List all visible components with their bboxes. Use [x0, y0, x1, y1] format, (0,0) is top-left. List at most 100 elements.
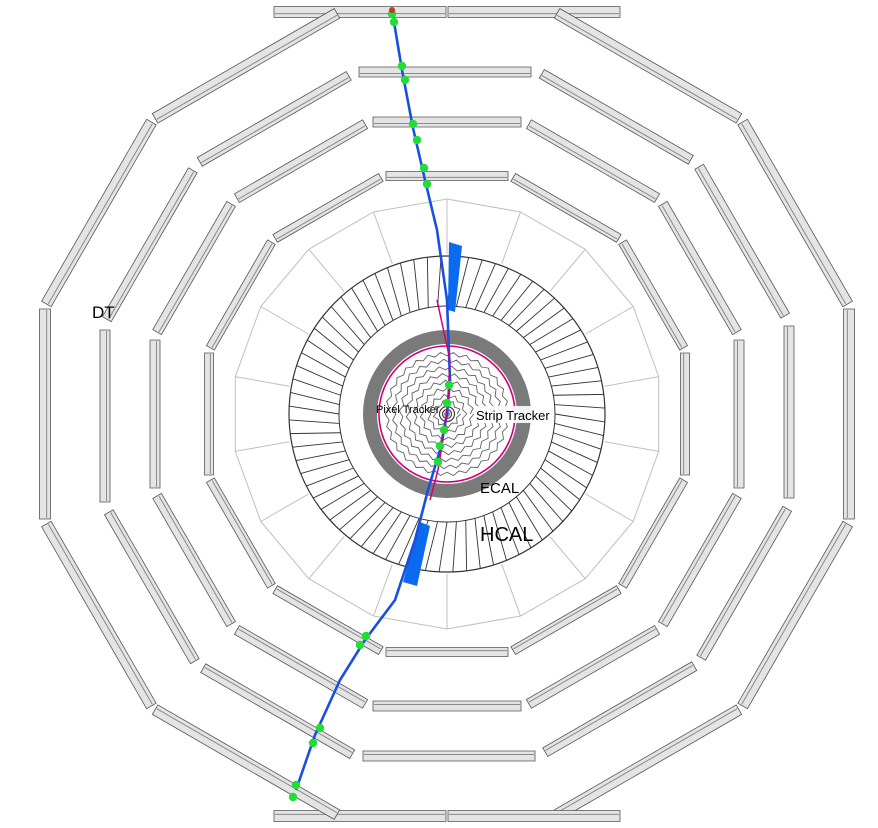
hcal-sector-divider [501, 564, 522, 617]
dt-chamber-mb3-4-1 [783, 325, 795, 499]
track-hit-icon [442, 398, 452, 408]
dt-chamber-mb4-6-1-inner [556, 708, 738, 814]
hcal-tower [438, 521, 448, 572]
hcal-tower [535, 475, 573, 512]
muon-wedge-6 [510, 585, 743, 820]
dt-chamber-mb4-10-1 [39, 308, 51, 520]
dt-chamber-mb1-4-1 [680, 352, 690, 476]
strip-tracker-layer-4 [405, 372, 489, 456]
hcal-sector-divider [604, 376, 659, 387]
dt-chamber-mb2-9-1-inner [158, 495, 233, 623]
dt-chamber-mb2-6-1-inner [528, 628, 656, 703]
muon-wedge-5 [618, 477, 853, 710]
hcal-sector-divider [235, 376, 290, 387]
track-hit-icon [291, 780, 301, 790]
hcal-sector-divider [260, 493, 309, 522]
muon-wedge-12 [151, 8, 384, 243]
dt-chamber-mb2-10-1 [149, 339, 161, 489]
dt-chamber-mb3-2-1-inner [541, 75, 690, 162]
dt-chamber-mb1-9-1-inner [211, 480, 273, 585]
dt-chamber-mb1-2-1-inner [513, 178, 618, 240]
muon-wedge-4 [680, 308, 855, 520]
dt-chamber-mb4-7-2 [273, 810, 447, 822]
hcal-sector-divider [549, 536, 586, 580]
dt-chamber-mb4-4-1 [843, 308, 855, 520]
hcal-tower [474, 263, 496, 310]
track-end-marker [389, 7, 395, 13]
hcal-tower [296, 365, 343, 387]
muon-wedge-10 [39, 308, 214, 520]
dt-chamber-mb3-11-1-inner [108, 171, 195, 320]
track-hit-icon [400, 75, 410, 85]
hcal-tower [544, 459, 587, 489]
muon-wedge-8 [151, 585, 384, 820]
hcal-tower [452, 521, 457, 572]
hcal-sector-divider [308, 248, 345, 292]
hcal-tower [548, 367, 599, 378]
dt-chamber-mb3-10-1 [99, 329, 111, 503]
hcal-sector-divider [585, 306, 634, 335]
dt-chamber-mb2-5-1-inner [661, 495, 736, 623]
strip-tracker-layer-5 [412, 379, 482, 449]
hcal-tower [492, 274, 522, 317]
track-hit-icon [288, 792, 298, 802]
hcal-tower [289, 405, 340, 415]
hcal-sector-divider [260, 306, 309, 335]
strip-tracker-layer-3 [398, 365, 496, 463]
energy-tower-icon [403, 522, 430, 586]
label-pixel-tracker: Pixel Tracker [376, 404, 440, 416]
label-strip-tracker-bg [474, 406, 552, 423]
hcal-sector-divider [372, 564, 393, 617]
hcal-tower [492, 511, 507, 561]
hcal-tower [548, 450, 593, 476]
hcal-tower [554, 413, 605, 423]
hcal-sector-divider [585, 493, 634, 522]
label-ecal: ECAL [480, 480, 519, 497]
strip-tracker-layer-1 [384, 351, 510, 477]
hcal-tower [360, 507, 394, 547]
dt-chamber-mb2-4-1 [733, 339, 745, 489]
hcal-tower [300, 459, 350, 474]
hcal-tower [385, 515, 411, 560]
hcal-tower [340, 296, 371, 338]
label-hcal: HCAL [480, 524, 533, 546]
dt-chamber-mb3-5-1-inner [699, 508, 786, 657]
hcal-tower [516, 496, 543, 541]
hcal-outer-ring [288, 255, 606, 573]
track-hit-icon [355, 640, 365, 650]
track-hit-icon [439, 425, 449, 435]
hcal-sector-divider [235, 441, 290, 452]
dt-chamber-mb1-1-1 [385, 171, 509, 181]
dt-chamber-mb4-2-1-inner [556, 14, 738, 120]
hcal-tower [339, 496, 378, 531]
hcal-tower [540, 467, 580, 501]
hcal-sector-divider [372, 211, 393, 264]
hcal-tower [554, 422, 604, 437]
hcal-tower [535, 329, 581, 353]
hcal-tower [523, 307, 565, 338]
hcal-tower [400, 262, 411, 313]
dt-chamber-mb3-7-1 [362, 750, 536, 762]
hcal-tower [529, 318, 574, 345]
hcal-tower [321, 316, 359, 353]
hcal-calorimeter [234, 198, 660, 630]
hcal-tower [500, 507, 520, 555]
dt-chamber-mb2-3-1-inner [661, 205, 736, 333]
dt-chamber-mb4-12-1-inner [156, 14, 338, 120]
hcal-sector-divider [501, 211, 522, 264]
hcal-sector-divider [308, 536, 345, 580]
hcal-tower [320, 483, 365, 510]
dt-chamber-mb1-3-1-inner [621, 243, 683, 348]
muon-wedge-11 [41, 118, 276, 351]
dt-chamber-mb4-7-1 [447, 810, 621, 822]
hcal-tower [307, 339, 350, 369]
hcal-tower [306, 467, 354, 487]
hcal-tower [465, 259, 483, 308]
dt-chamber-mb3-3-1-inner [697, 168, 784, 316]
hcal-tower [540, 341, 588, 361]
hcal-tower [413, 259, 420, 310]
hcal-tower [372, 511, 402, 554]
hcal-tower [455, 257, 470, 307]
